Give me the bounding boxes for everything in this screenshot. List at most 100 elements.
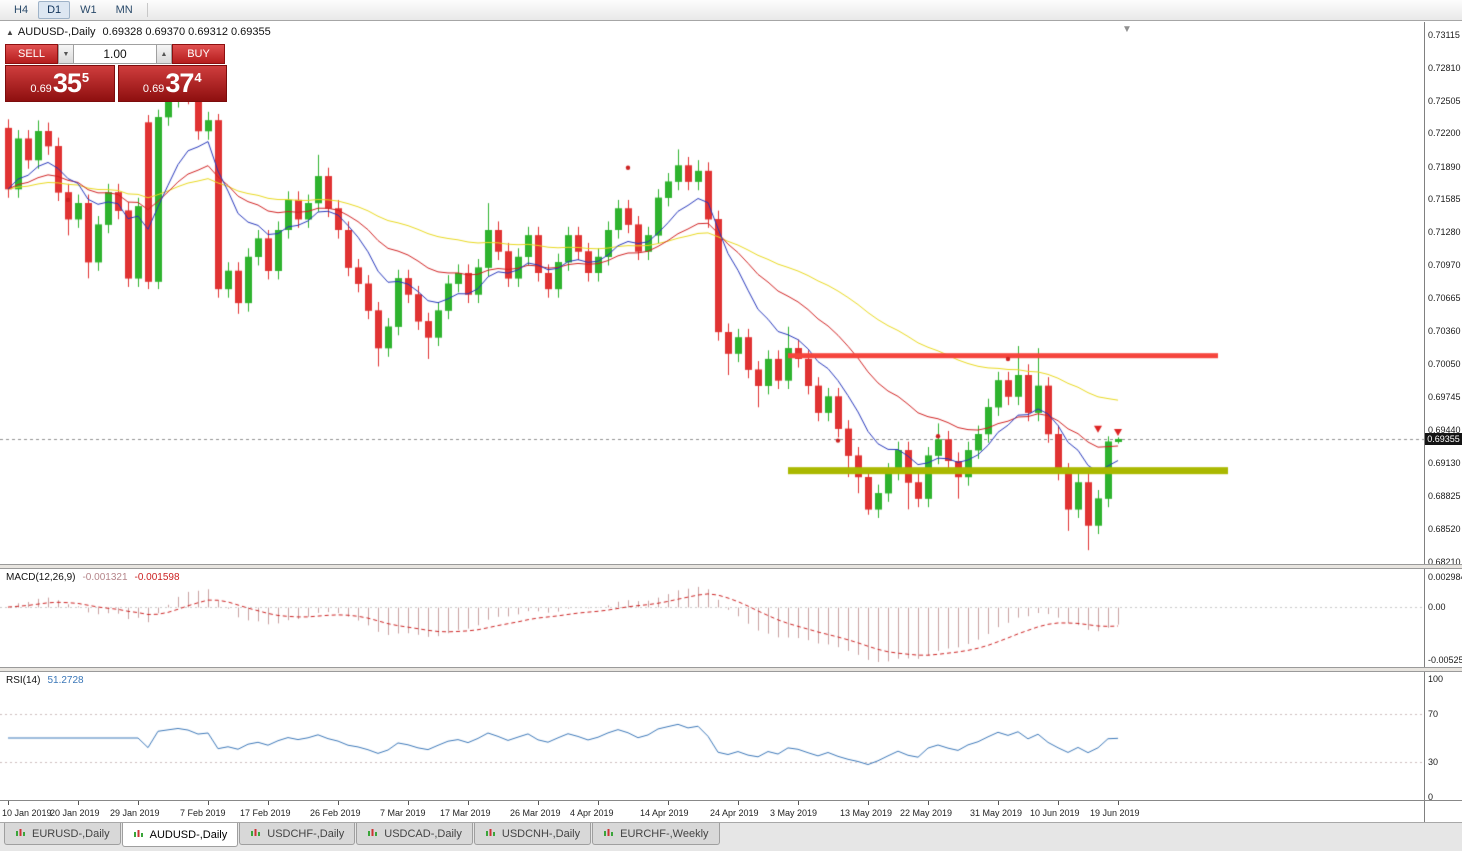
- panel-splitter[interactable]: [0, 564, 1462, 569]
- timeframe-button-mn[interactable]: MN: [115, 4, 133, 16]
- price-axis-label: 0.72810: [1428, 62, 1461, 73]
- rsi-axis-label: 100: [1428, 674, 1444, 684]
- volume-decrease-button[interactable]: ▼: [58, 44, 73, 64]
- date-axis-label: 17 Feb 2019: [240, 808, 291, 818]
- tab-audusd-daily[interactable]: AUDUSD-,Daily: [121, 823, 239, 847]
- price-axis-label: 0.69130: [1428, 458, 1461, 469]
- rsi-axis-label: 0: [1428, 792, 1434, 802]
- date-axis-tick: [998, 801, 999, 805]
- sell-price-pipette: 5: [81, 70, 90, 85]
- price-axis-label: 0.72200: [1428, 128, 1461, 139]
- date-axis-label: 3 May 2019: [770, 808, 818, 818]
- date-axis-label: 29 Jan 2019: [110, 808, 160, 818]
- date-axis-tick: [268, 801, 269, 805]
- rsi-axis-label: 30: [1428, 756, 1439, 767]
- chart-collapse-icon[interactable]: ▼: [1122, 24, 1132, 35]
- chart-tab-icon: [250, 828, 262, 839]
- chart-symbol-icon: ▲: [6, 28, 14, 37]
- date-axis[interactable]: 10 Jan 2019 20 Jan 2019 29 Jan 2019 7 Feb 2…: [0, 800, 1462, 822]
- tab-usdcnh-daily[interactable]: USDCNH-,Daily: [473, 823, 592, 845]
- date-axis-tick: [338, 801, 339, 805]
- volume-increase-button[interactable]: ▲: [157, 44, 172, 64]
- panel-splitter[interactable]: [0, 667, 1462, 672]
- date-axis-label: 31 May 2019: [970, 808, 1023, 818]
- chart-tab-icon: [367, 828, 379, 839]
- price-axis-label: 0.71280: [1428, 227, 1461, 238]
- price-axis-label: 0.70970: [1428, 260, 1461, 271]
- buy-price-box[interactable]: 0.69 37 4: [117, 65, 227, 102]
- sell-price-prefix: 0.69: [30, 83, 52, 95]
- rsi-label-row: RSI(14) 51.2728: [6, 675, 84, 686]
- rsi-axis[interactable]: 100 70 30 0: [1424, 672, 1462, 802]
- date-axis-tick: [138, 801, 139, 805]
- toolbar-separator: [146, 3, 148, 17]
- macd-value-signal: -0.001598: [134, 572, 180, 583]
- sell-price-main: 35: [52, 68, 82, 98]
- macd-axis[interactable]: 0.002984 0.00 -0.005256: [1424, 569, 1462, 667]
- rsi-canvas[interactable]: [0, 672, 1424, 800]
- rsi-name-label: RSI(14): [6, 675, 41, 686]
- price-axis[interactable]: 0.73115 0.72810 0.72505 0.72200 0.71890 0.715…: [1424, 22, 1462, 567]
- date-axis-tick: [78, 801, 79, 805]
- sell-button[interactable]: SELL: [5, 44, 58, 64]
- macd-axis-label: -0.005256: [1428, 655, 1462, 665]
- macd-label-row: MACD(12,26,9) -0.001321 -0.001598: [6, 572, 180, 583]
- date-axis-tick: [928, 801, 929, 805]
- main-chart-canvas[interactable]: [0, 22, 1424, 564]
- sell-price-box[interactable]: 0.69 35 5: [5, 65, 115, 102]
- tab-label: USDCNH-,Daily: [501, 827, 581, 840]
- tab-usdcad-daily[interactable]: USDCAD-,Daily: [356, 823, 473, 845]
- price-axis-label: 0.73115: [1428, 30, 1460, 40]
- macd-name-label: MACD(12,26,9): [6, 572, 76, 583]
- tab-label: USDCHF-,Daily: [267, 827, 345, 840]
- date-axis-tick: [668, 801, 669, 805]
- current-price-tag: 0.69355: [1425, 432, 1462, 445]
- rsi-axis-label: 70: [1428, 709, 1439, 720]
- tab-eurusd-daily[interactable]: EURUSD-,Daily: [4, 823, 121, 845]
- buy-button[interactable]: BUY: [172, 44, 225, 64]
- price-axis-label: 0.71890: [1428, 161, 1461, 172]
- date-axis-tick: [538, 801, 539, 805]
- macd-canvas[interactable]: [0, 569, 1424, 667]
- macd-panel: MACD(12,26,9) -0.001321 -0.001598 0.0029…: [0, 569, 1462, 667]
- date-axis-tick: [868, 801, 869, 805]
- date-axis-label: 26 Feb 2019: [310, 808, 361, 818]
- date-axis-tick: [798, 801, 799, 805]
- chart-tab-bar: EURUSD-,Daily AUDUSD-,Daily USDCHF-,Daily U…: [0, 822, 1462, 851]
- date-axis-corner: [1424, 801, 1462, 822]
- date-axis-label: 22 May 2019: [900, 808, 953, 818]
- date-axis-tick: [738, 801, 739, 805]
- buy-price-pipette: 4: [194, 70, 202, 85]
- chart-symbol-label: AUDUSD-,Daily: [17, 26, 96, 38]
- chart-tab-icon: [485, 828, 497, 839]
- tab-eurchf-weekly[interactable]: EURCHF-,Weekly: [592, 823, 720, 845]
- tab-label: EURUSD-,Daily: [32, 827, 110, 840]
- timeframe-toolbar: H4 D1 W1 MN: [0, 0, 1462, 21]
- chart-tab-icon: [603, 828, 615, 839]
- volume-input[interactable]: [73, 44, 157, 64]
- date-axis-label: 20 Jan 2019: [50, 808, 100, 818]
- chart-ohlc-quote: 0.69328 0.69370 0.69312 0.69355: [102, 26, 271, 38]
- macd-axis-label: 0.002984: [1428, 572, 1462, 582]
- tab-usdchf-daily[interactable]: USDCHF-,Daily: [239, 823, 356, 845]
- price-axis-label: 0.68520: [1428, 523, 1461, 534]
- date-axis-tick: [468, 801, 469, 805]
- price-axis-label: 0.70665: [1428, 293, 1461, 304]
- date-axis-label: 26 Mar 2019: [510, 808, 561, 818]
- date-axis-label: 7 Feb 2019: [180, 808, 226, 818]
- date-axis-tick: [1118, 801, 1119, 805]
- chart-title: ▲ AUDUSD-,Daily 0.69328 0.69370 0.69312 0.…: [6, 26, 271, 38]
- timeframe-button-w1[interactable]: W1: [80, 4, 97, 16]
- date-axis-label: 7 Mar 2019: [380, 808, 426, 818]
- price-axis-label: 0.68825: [1428, 490, 1461, 501]
- chart-tab-icon: [15, 828, 27, 839]
- date-axis-label: 4 Apr 2019: [570, 808, 614, 818]
- chart-tab-icon: [133, 829, 145, 840]
- timeframe-button-d1[interactable]: D1: [38, 1, 71, 19]
- date-axis-tick: [598, 801, 599, 805]
- price-axis-label: 0.70050: [1428, 359, 1461, 370]
- date-axis-label: 10 Jan 2019: [2, 808, 52, 818]
- timeframe-button-h4[interactable]: H4: [14, 4, 29, 16]
- buy-price-main: 37: [165, 68, 194, 98]
